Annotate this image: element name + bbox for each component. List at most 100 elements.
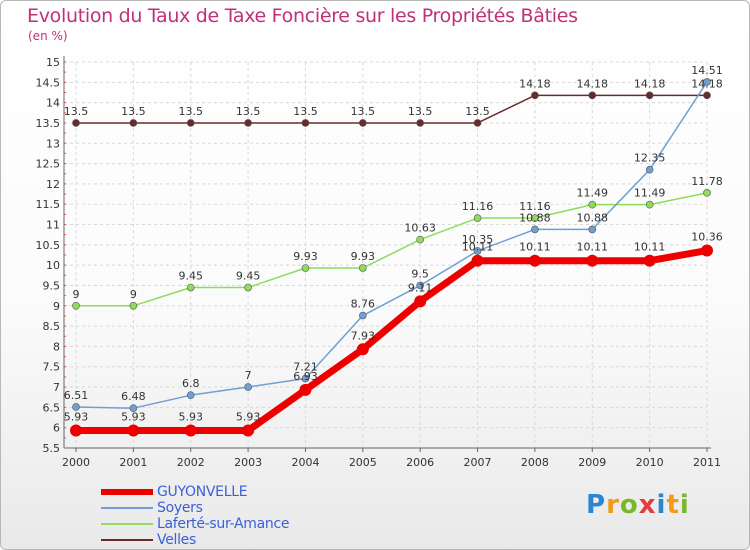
y-tick-label: 11.5 [36,198,61,211]
data-label-velles: 13.5 [408,105,433,118]
data-point-velles [129,119,138,127]
data-label-velles: 14.18 [519,77,551,90]
data-point-lafert-sur-amance [588,200,597,209]
data-label-guyonvelle: 10.11 [519,241,551,254]
data-label-lafert-sur-amance: 10.63 [404,222,436,235]
data-point-velles [244,119,252,127]
data-label-guyonvelle: 10.11 [634,241,666,254]
legend-swatch-guyonvelle [101,489,153,495]
data-label-soyers: 10.88 [577,211,609,224]
series-line-lafert-sur-amance [75,192,708,307]
x-tick-label: 2007 [464,456,492,469]
y-tick-label: 14 [46,97,60,110]
data-label-soyers: 14.51 [691,64,723,77]
data-point-velles [359,119,367,127]
data-point-soyers [301,374,310,383]
data-point-velles [473,119,482,127]
data-point-guyonvelle [356,343,369,356]
data-label-velles: 13.5 [64,105,89,118]
x-tick-label: 2004 [291,456,319,469]
data-point-lafert-sur-amance [129,301,138,310]
data-point-lafert-sur-amance [359,264,367,272]
series-lines [70,78,713,437]
data-point-velles [301,119,310,127]
data-point-soyers [531,225,539,234]
data-label-lafert-sur-amance: 9.45 [178,270,203,283]
data-label-velles: 13.5 [293,105,318,118]
y-tick-label: 12.5 [36,158,61,171]
data-point-lafert-sur-amance [186,283,195,292]
data-point-velles [72,119,80,127]
y-tick-label: 15 [46,56,60,69]
data-label-lafert-sur-amance: 9.93 [351,250,376,263]
data-label-velles: 14.18 [691,77,723,90]
chart-subtitle: (en %) [28,29,68,43]
data-point-guyonvelle [414,295,427,308]
data-label-velles: 14.18 [577,77,609,90]
y-tick-label: 12 [46,178,60,191]
y-tick-label: 7 [53,381,60,394]
data-label-lafert-sur-amance: 9 [130,288,137,301]
data-label-soyers: 6.8 [182,377,200,390]
y-tick-label: 13 [46,137,60,150]
data-point-soyers [703,78,711,86]
legend-label-velles: Velles [157,532,196,548]
data-label-soyers: 6.48 [121,390,146,403]
data-point-soyers [244,383,252,391]
x-tick-label: 2005 [349,456,377,469]
data-point-guyonvelle [586,254,599,267]
data-label-velles: 13.5 [236,105,261,118]
data-point-lafert-sur-amance [703,189,711,197]
x-tick-label: 2010 [636,456,664,469]
data-label-guyonvelle: 7.93 [351,329,376,342]
series-line-guyonvelle [72,247,711,435]
data-point-soyers [359,311,367,320]
data-label-soyers: 6.51 [64,389,89,402]
y-tick-label: 14.5 [36,76,61,89]
data-label-guyonvelle: 10.36 [691,231,723,244]
y-tick-label: 9.5 [43,279,61,292]
data-point-guyonvelle [701,244,713,257]
data-label-soyers: 12.35 [634,152,666,165]
data-point-lafert-sur-amance [645,200,654,209]
legend-label-soyers: Soyers [157,500,203,516]
legend-label-guyonvelle: GUYONVELLE [157,484,248,500]
x-tick-label: 2001 [119,456,147,469]
series-line-velles [75,94,708,124]
data-point-guyonvelle [528,254,541,267]
data-point-soyers [588,225,597,234]
data-point-soyers [473,247,482,255]
data-label-soyers: 7 [245,369,252,382]
data-point-guyonvelle [127,424,140,437]
data-label-guyonvelle: 5.93 [178,411,203,424]
data-label-velles: 14.18 [634,77,666,90]
data-label-guyonvelle: 5.93 [236,411,261,424]
data-label-velles: 13.5 [465,105,490,118]
data-label-lafert-sur-amance: 9.93 [293,250,318,263]
x-tick-label: 2000 [62,456,90,469]
y-tick-label: 13.5 [36,117,61,130]
data-label-guyonvelle: 9.11 [408,281,433,294]
x-tick-label: 2003 [234,456,262,469]
data-point-velles [416,119,424,127]
data-point-soyers [645,165,654,174]
legend-label-laferte: Laferté-sur-Amance [157,516,290,532]
data-label-lafert-sur-amance: 11.16 [462,200,494,213]
data-point-velles [645,91,654,100]
data-label-soyers: 10.88 [519,211,551,224]
data-point-velles [186,119,195,127]
data-label-guyonvelle: 6.93 [293,370,318,383]
data-label-lafert-sur-amance: 11.16 [519,200,551,213]
legend-swatch-soyers [101,507,153,509]
data-point-guyonvelle [242,424,255,437]
data-point-guyonvelle [184,424,197,437]
data-label-soyers: 9.5 [411,267,429,280]
data-label-velles: 13.5 [121,105,146,118]
data-label-lafert-sur-amance: 9 [73,288,80,301]
data-point-velles [703,91,711,100]
data-point-soyers [129,404,138,412]
data-label-lafert-sur-amance: 11.49 [634,187,666,200]
data-label-soyers: 7.21 [293,361,318,374]
x-tick-label: 2008 [521,456,549,469]
data-point-soyers [72,403,80,411]
